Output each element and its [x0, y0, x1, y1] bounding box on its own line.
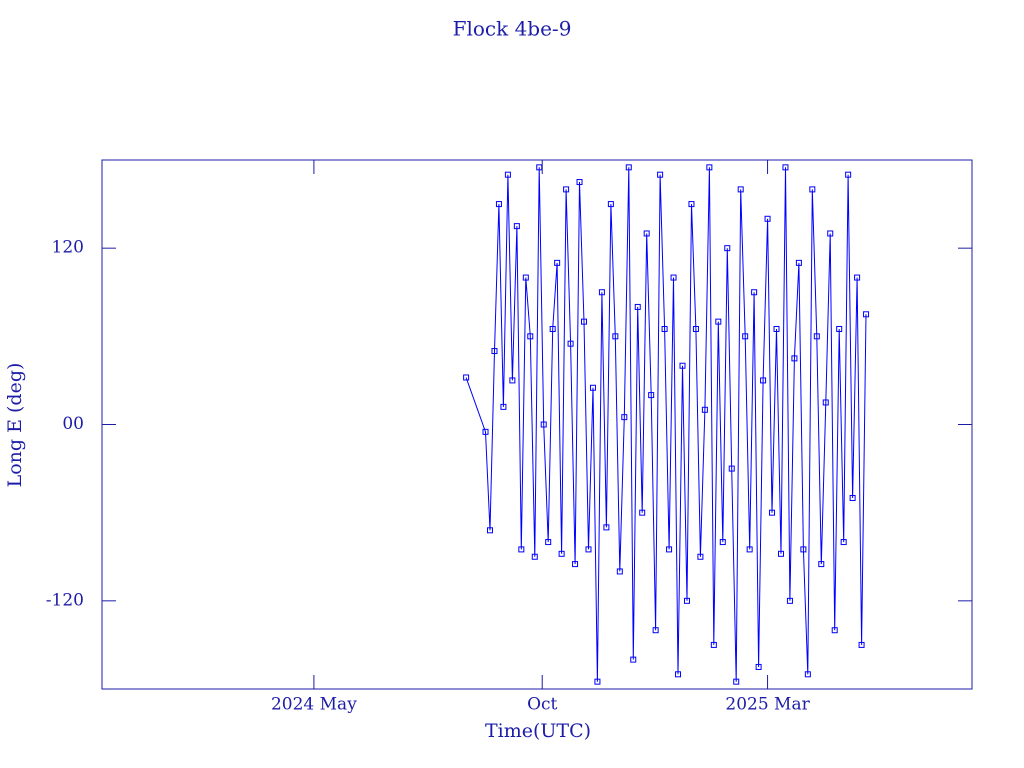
data-point — [643, 230, 650, 237]
data-point — [594, 678, 601, 685]
data-point — [486, 527, 493, 534]
data-point — [719, 539, 726, 546]
data-point — [742, 333, 749, 340]
data-point — [522, 274, 529, 281]
data-point — [585, 546, 592, 553]
data-point — [769, 509, 776, 516]
data-point — [818, 561, 825, 568]
data-line — [465, 167, 867, 682]
data-point — [822, 399, 829, 406]
data-point — [463, 374, 470, 381]
y-axis-label: Long E (deg) — [4, 363, 26, 488]
data-point — [840, 539, 847, 546]
data-point — [607, 201, 614, 208]
data-point — [670, 274, 677, 281]
data-point — [777, 550, 784, 557]
data-point — [746, 546, 753, 553]
data-point — [509, 377, 516, 384]
data-point — [652, 627, 659, 634]
data-point — [683, 597, 690, 604]
data-point — [567, 340, 574, 347]
data-point — [760, 377, 767, 384]
data-point — [831, 627, 838, 634]
data-point — [728, 465, 735, 472]
data-point — [616, 568, 623, 575]
y-tick-label: 120 — [52, 238, 84, 258]
chart-title: Flock 4be-9 — [453, 17, 572, 41]
data-point — [827, 230, 834, 237]
data-point — [634, 303, 641, 310]
data-point — [639, 509, 646, 516]
data-point — [648, 392, 655, 399]
data-point — [724, 245, 731, 252]
x-tick-label: 2025 Mar — [725, 695, 810, 715]
data-point — [764, 215, 771, 222]
data-point — [710, 641, 717, 648]
data-point — [621, 414, 628, 421]
data-point — [581, 318, 588, 325]
y-tick-label: -120 — [46, 590, 84, 610]
data-point — [692, 325, 699, 332]
data-point — [504, 171, 511, 178]
data-point — [554, 259, 561, 266]
data-point — [800, 546, 807, 553]
data-point — [733, 678, 740, 685]
data-point — [836, 325, 843, 332]
data-point — [715, 318, 722, 325]
y-tick-label: 00 — [62, 414, 84, 434]
data-point — [612, 333, 619, 340]
data-point — [549, 325, 556, 332]
data-point — [598, 289, 605, 296]
data-point — [755, 663, 762, 670]
data-point — [786, 597, 793, 604]
data-point — [679, 362, 686, 369]
data-point — [603, 524, 610, 531]
plot-area — [463, 164, 870, 685]
x-axis-label: Time(UTC) — [485, 720, 591, 742]
data-point — [809, 186, 816, 193]
data-point — [666, 546, 673, 553]
data-point — [854, 274, 861, 281]
data-point — [701, 406, 708, 413]
data-point — [675, 671, 682, 678]
data-point — [795, 259, 802, 266]
data-point — [791, 355, 798, 362]
data-point — [858, 641, 865, 648]
data-point — [845, 171, 852, 178]
data-point — [782, 164, 789, 171]
data-point — [688, 201, 695, 208]
data-point — [540, 421, 547, 428]
data-point — [625, 164, 632, 171]
data-point — [706, 164, 713, 171]
data-point — [813, 333, 820, 340]
x-tick-label: 2024 May — [271, 695, 357, 715]
data-point — [661, 325, 668, 332]
data-point — [545, 539, 552, 546]
data-point — [572, 561, 579, 568]
data-point — [863, 311, 870, 318]
data-point — [563, 186, 570, 193]
data-point — [482, 428, 489, 435]
data-point — [518, 546, 525, 553]
data-point — [527, 333, 534, 340]
data-point — [576, 179, 583, 186]
data-point — [531, 553, 538, 560]
data-point — [773, 325, 780, 332]
data-point — [697, 553, 704, 560]
data-point — [500, 403, 507, 410]
data-point — [513, 223, 520, 230]
data-point — [751, 289, 758, 296]
x-tick-label: Oct — [527, 695, 557, 715]
data-point — [558, 550, 565, 557]
data-point — [495, 201, 502, 208]
data-point — [491, 348, 498, 355]
data-point — [737, 186, 744, 193]
data-point — [804, 671, 811, 678]
data-point — [630, 656, 637, 663]
data-point — [849, 494, 856, 501]
data-point — [589, 384, 596, 391]
data-point — [657, 171, 664, 178]
